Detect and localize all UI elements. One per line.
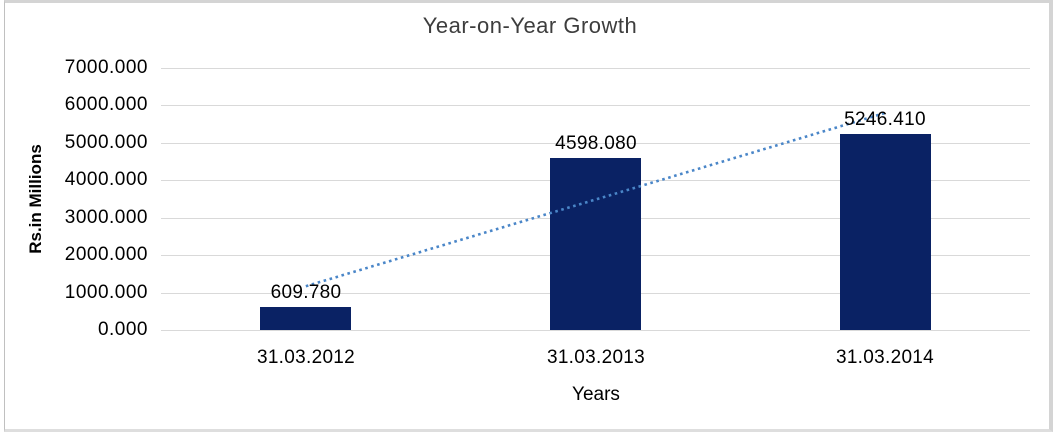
y-axis-tick-label: 5000.000 — [64, 132, 148, 153]
y-axis-tick-label: 3000.000 — [64, 207, 148, 228]
y-axis-tick-label: 4000.000 — [64, 169, 148, 190]
y-gridline — [161, 330, 1030, 331]
bar — [550, 158, 641, 330]
x-axis-tick-label: 31.03.2014 — [835, 347, 935, 368]
x-axis-tick-label: 31.03.2012 — [256, 347, 356, 368]
x-axis-title: Years — [572, 384, 620, 405]
bar — [840, 134, 931, 330]
y-axis-tick-label: 2000.000 — [64, 244, 148, 265]
x-axis-tick-label: 31.03.2013 — [546, 347, 646, 368]
bar-value-label: 5246.410 — [844, 109, 926, 130]
y-gridline — [161, 105, 1030, 106]
bar — [260, 307, 351, 330]
y-axis-tick-label: 0.000 — [97, 319, 148, 340]
y-axis-tick-label: 6000.000 — [64, 94, 148, 115]
bar-value-label: 4598.080 — [555, 133, 637, 154]
y-gridline — [161, 68, 1030, 69]
y-axis-tick-label: 7000.000 — [64, 57, 148, 78]
chart-title: Year-on-Year Growth — [422, 13, 638, 38]
bar-value-label: 609.780 — [270, 282, 342, 303]
y-axis-tick-label: 1000.000 — [64, 282, 148, 303]
